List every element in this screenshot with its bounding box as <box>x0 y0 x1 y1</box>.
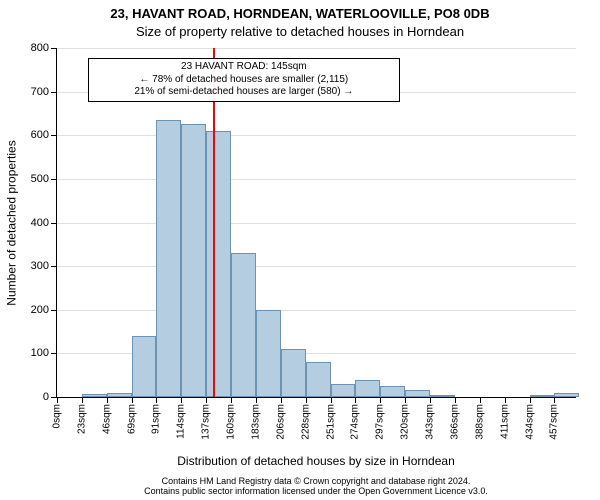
x-tick-label: 183sqm <box>250 404 261 440</box>
x-tick <box>306 397 307 403</box>
x-tick <box>156 397 157 403</box>
x-tick <box>132 397 133 403</box>
x-tick <box>57 397 58 403</box>
y-tick <box>51 48 57 49</box>
x-tick-label: 114sqm <box>176 404 187 439</box>
x-tick <box>405 397 406 403</box>
y-tick <box>51 179 57 180</box>
x-tick <box>231 397 232 403</box>
x-tick-label: 228sqm <box>300 404 311 440</box>
x-tick <box>256 397 257 403</box>
x-tick <box>82 397 83 403</box>
annotation-line: 23 HAVANT ROAD: 145sqm <box>95 61 392 74</box>
y-tick <box>51 266 57 267</box>
histogram-bar <box>256 310 281 397</box>
gridline <box>57 179 576 180</box>
x-tick <box>530 397 531 403</box>
y-tick-label: 500 <box>31 173 49 185</box>
histogram-bar <box>281 349 306 397</box>
x-tick-label: 23sqm <box>76 404 87 434</box>
histogram-bar <box>380 386 405 397</box>
x-tick <box>107 397 108 403</box>
chart-title: 23, HAVANT ROAD, HORNDEAN, WATERLOOVILLE… <box>0 6 600 21</box>
property-size-chart: 23, HAVANT ROAD, HORNDEAN, WATERLOOVILLE… <box>0 0 600 500</box>
x-tick-label: 320sqm <box>400 404 411 440</box>
x-tick <box>281 397 282 403</box>
x-tick <box>181 397 182 403</box>
y-tick-label: 400 <box>31 217 49 229</box>
y-axis-label: Number of detached properties <box>4 48 20 398</box>
x-tick <box>554 397 555 403</box>
histogram-bar <box>206 131 231 397</box>
y-tick <box>51 135 57 136</box>
x-tick-label: 343sqm <box>425 404 436 440</box>
x-tick-label: 46sqm <box>101 404 112 434</box>
x-tick <box>505 397 506 403</box>
attribution-text: Contains HM Land Registry data © Crown c… <box>56 476 576 497</box>
x-tick-label: 274sqm <box>350 404 361 440</box>
y-tick-label: 600 <box>31 129 49 141</box>
x-tick-label: 206sqm <box>275 404 286 440</box>
y-tick <box>51 223 57 224</box>
x-tick-label: 388sqm <box>474 404 485 440</box>
gridline <box>57 223 576 224</box>
y-tick-label: 700 <box>31 86 49 98</box>
y-tick-label: 100 <box>31 347 49 359</box>
x-tick-label: 137sqm <box>201 404 212 440</box>
histogram-bar <box>181 124 206 397</box>
x-tick-label: 297sqm <box>375 404 386 440</box>
annotation-line: ← 78% of detached houses are smaller (2,… <box>95 74 392 87</box>
annotation-box: 23 HAVANT ROAD: 145sqm← 78% of detached … <box>88 58 399 102</box>
histogram-bar <box>306 362 331 397</box>
y-tick <box>51 353 57 354</box>
x-tick-label: 251sqm <box>325 404 336 440</box>
histogram-bar <box>331 384 356 397</box>
histogram-bar <box>156 120 181 397</box>
x-tick <box>380 397 381 403</box>
x-tick <box>331 397 332 403</box>
x-tick-label: 160sqm <box>226 404 237 440</box>
x-tick <box>455 397 456 403</box>
x-axis-label: Distribution of detached houses by size … <box>56 454 576 468</box>
plot-area: 01002003004005006007008000sqm23sqm46sqm6… <box>56 48 576 398</box>
histogram-bar <box>82 394 107 397</box>
x-tick-label: 0sqm <box>52 404 63 428</box>
histogram-bar <box>107 393 132 397</box>
x-tick-label: 91sqm <box>151 404 162 434</box>
gridline <box>57 48 576 49</box>
x-tick <box>355 397 356 403</box>
y-tick-label: 800 <box>31 42 49 54</box>
histogram-bar <box>430 395 455 397</box>
y-tick <box>51 92 57 93</box>
gridline <box>57 310 576 311</box>
y-tick <box>51 310 57 311</box>
x-tick-label: 411sqm <box>499 404 510 439</box>
histogram-bar <box>405 390 430 397</box>
histogram-bar <box>231 253 256 397</box>
x-tick <box>206 397 207 403</box>
chart-subtitle: Size of property relative to detached ho… <box>0 24 600 39</box>
gridline <box>57 266 576 267</box>
y-tick-label: 300 <box>31 260 49 272</box>
histogram-bar <box>530 395 555 397</box>
histogram-bar <box>554 393 579 397</box>
x-tick-label: 69sqm <box>126 404 137 434</box>
histogram-bar <box>132 336 157 397</box>
x-tick <box>480 397 481 403</box>
annotation-line: 21% of semi-detached houses are larger (… <box>95 86 392 99</box>
gridline <box>57 135 576 136</box>
histogram-bar <box>355 380 380 397</box>
x-tick-label: 434sqm <box>524 404 535 440</box>
x-tick <box>430 397 431 403</box>
y-tick-label: 200 <box>31 304 49 316</box>
x-tick-label: 366sqm <box>449 404 460 440</box>
x-tick-label: 457sqm <box>549 404 560 440</box>
y-tick-label: 0 <box>43 391 49 403</box>
